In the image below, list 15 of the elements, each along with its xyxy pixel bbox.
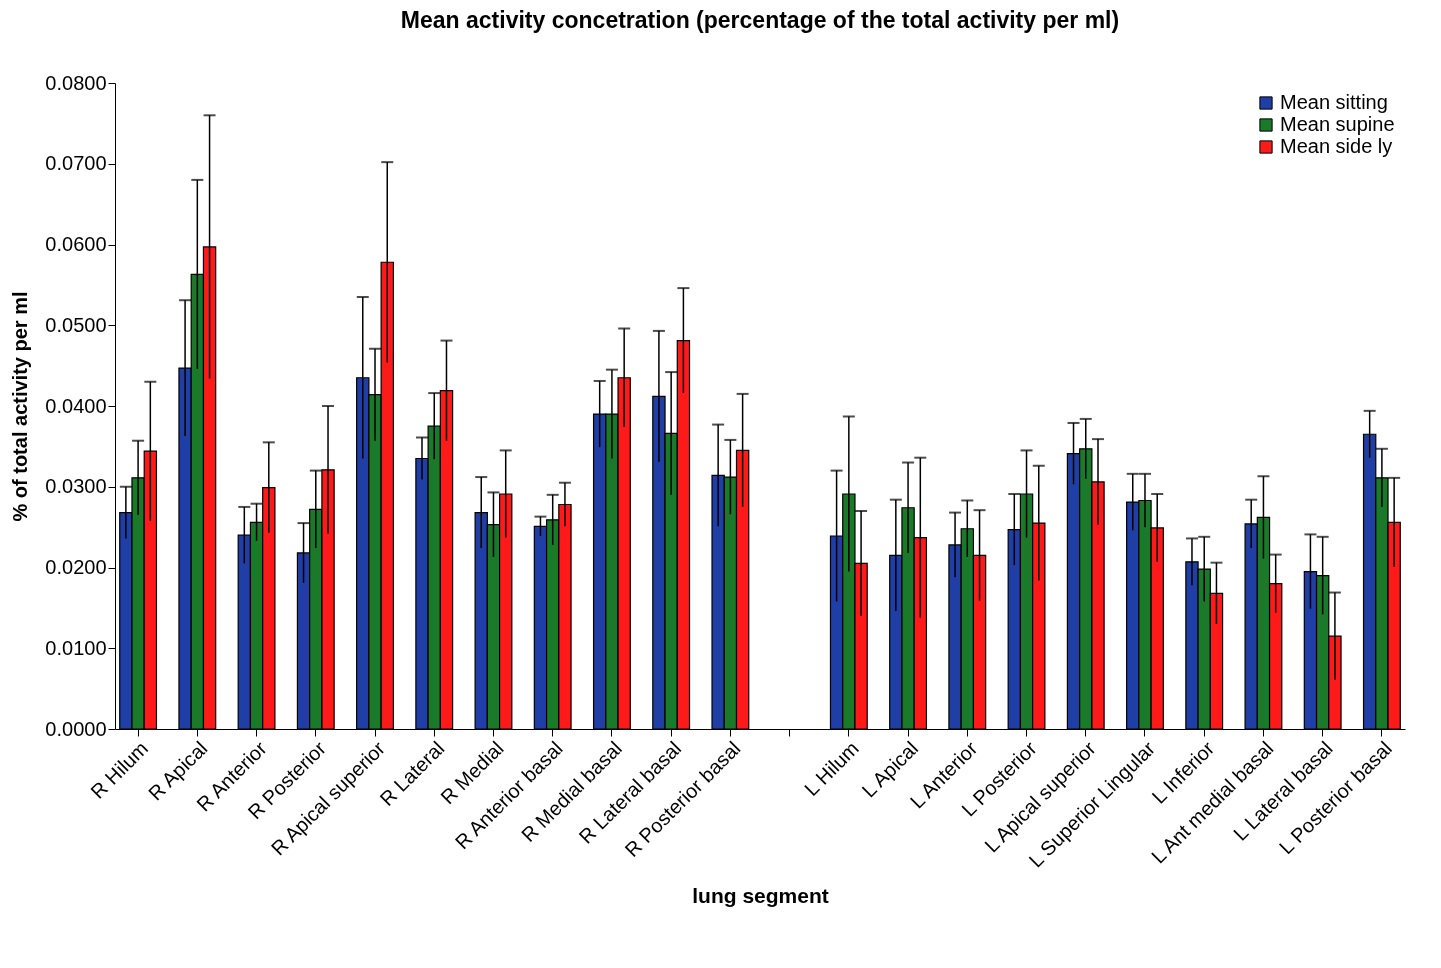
y-tick-label: 0.0100: [45, 636, 107, 659]
chart-title: Mean activity concetration (percentage of the total activity per ml): [400, 7, 1120, 33]
x-axis-title: lung segment: [692, 884, 829, 908]
y-tick-label: 0.0200: [45, 556, 107, 578]
legend-label: Mean sitting: [1280, 91, 1388, 113]
y-tick-label: 0.0600: [45, 233, 107, 255]
y-tick-label: 0.0300: [45, 475, 107, 498]
legend-label: Mean side ly: [1280, 135, 1393, 157]
y-tick-label: 0.0800: [45, 71, 107, 94]
y-tick-label: 0.0500: [45, 313, 107, 336]
y-tick-label: 0.0700: [45, 152, 107, 175]
y-tick-label: 0.0000: [45, 717, 107, 740]
legend-label: Mean supine: [1280, 113, 1395, 135]
y-tick-label: 0.0400: [45, 394, 107, 417]
y-axis-title: % of total activity per ml: [9, 291, 32, 522]
